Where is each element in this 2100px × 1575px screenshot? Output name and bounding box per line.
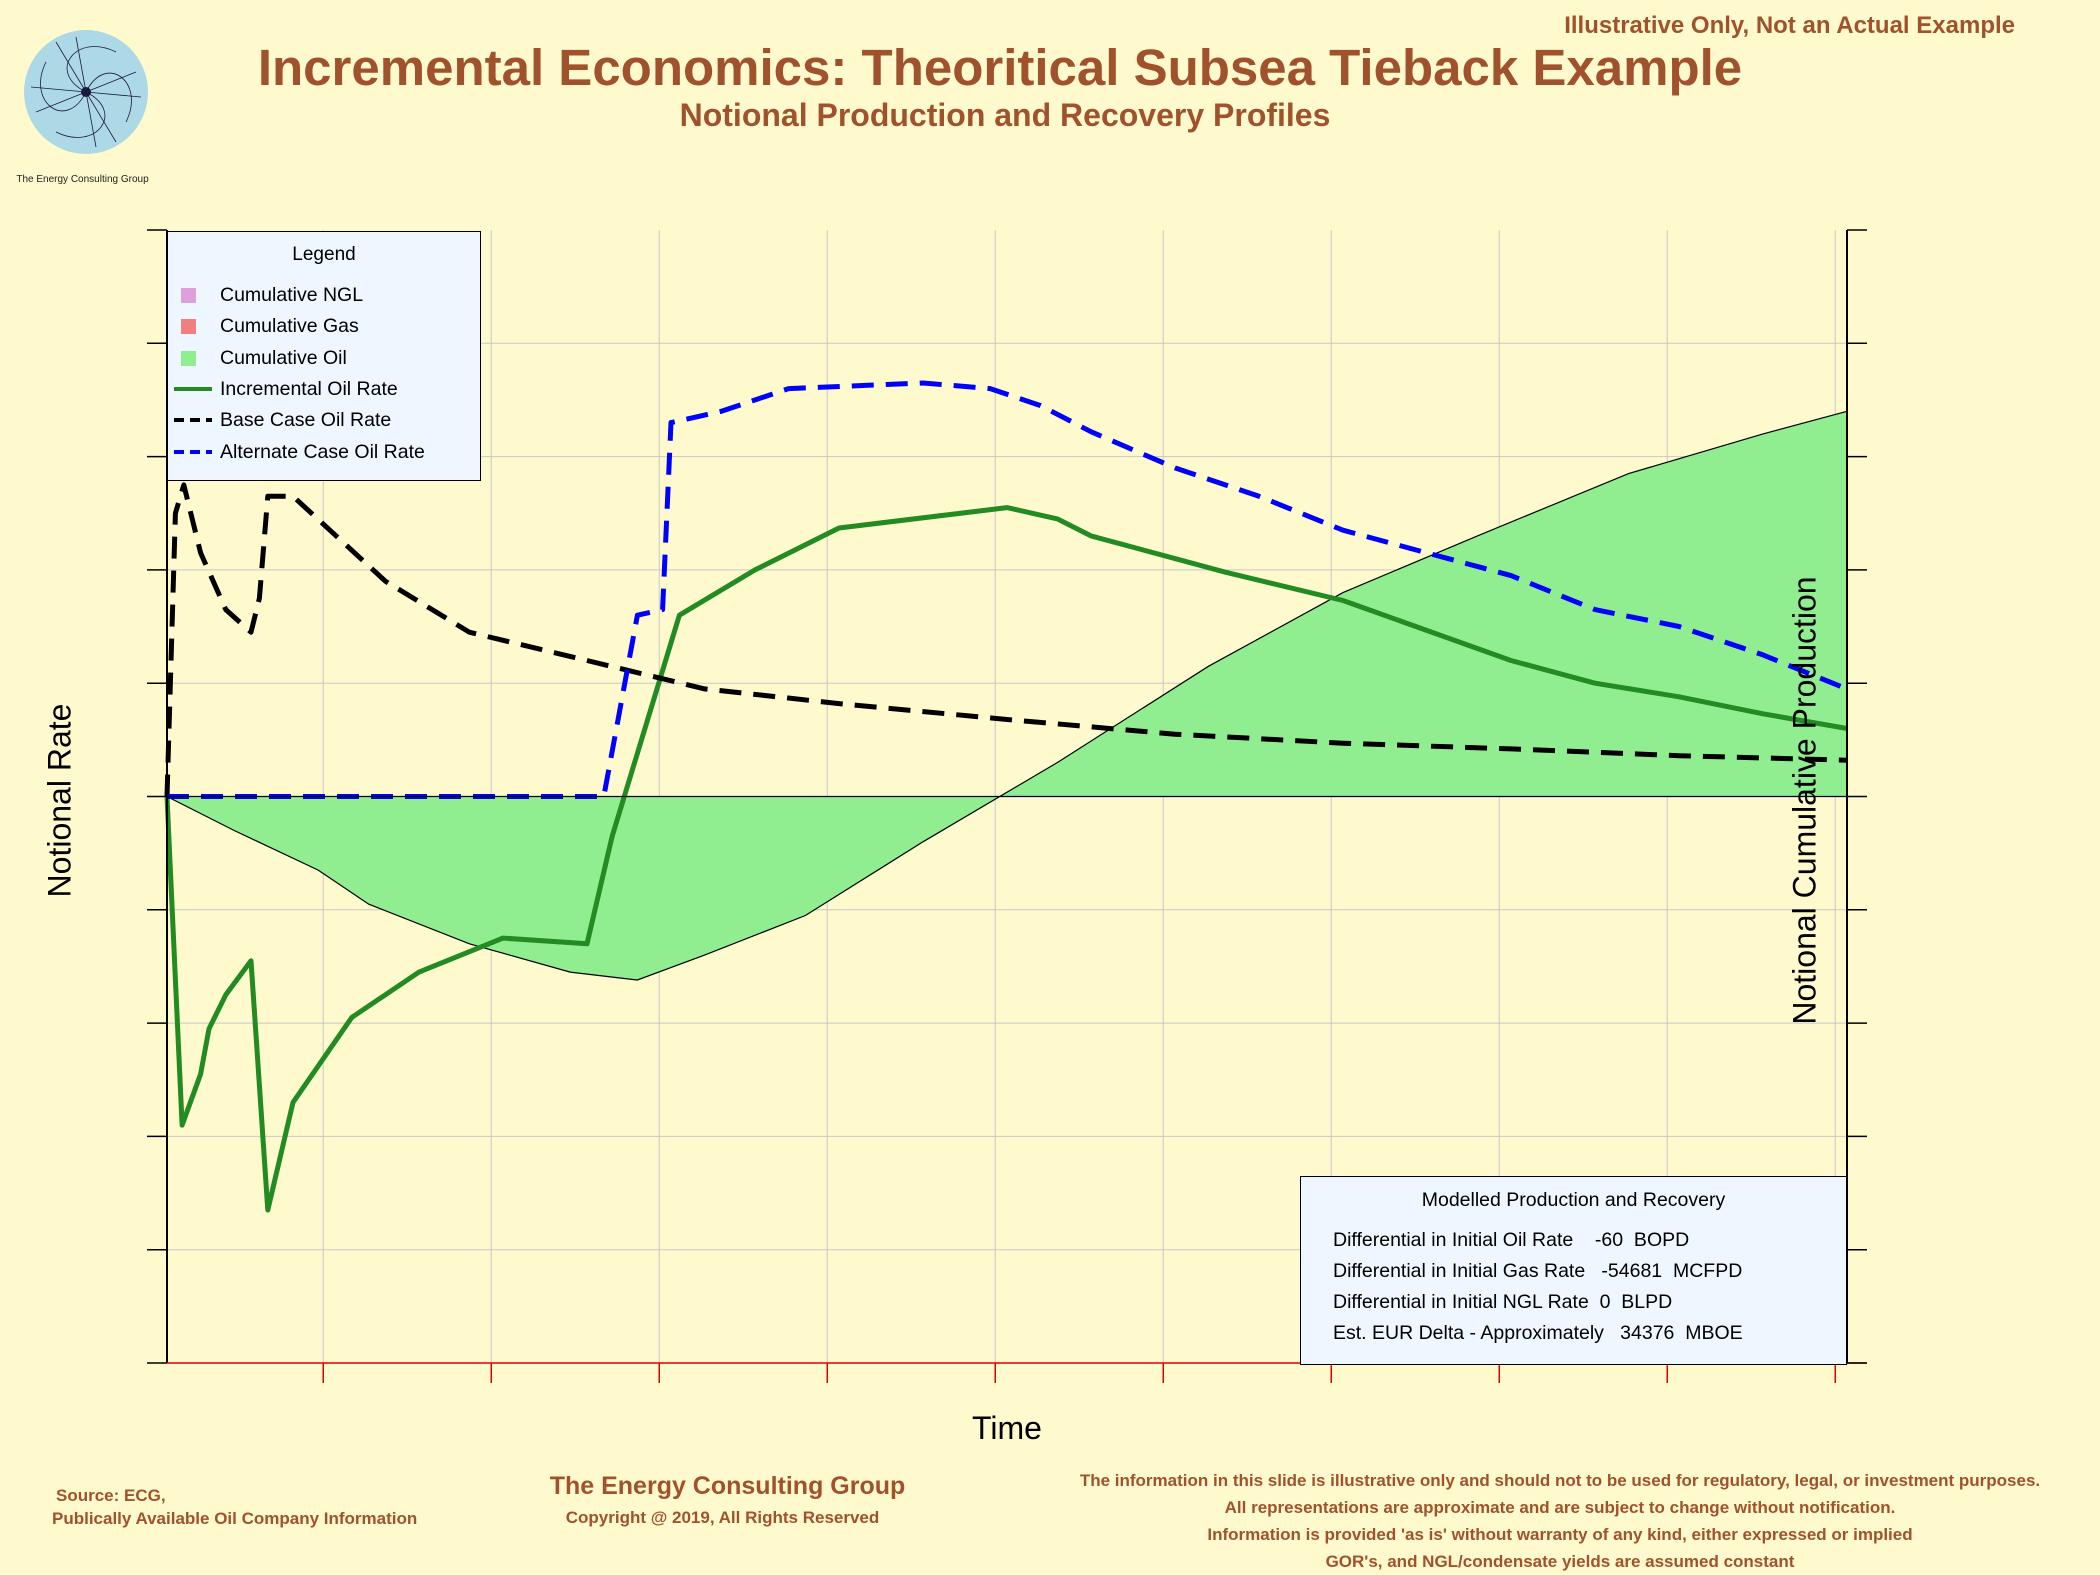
legend-line-sample [174,418,212,423]
disclaimer-line-2: All representations are approximate and … [1224,1498,1896,1517]
area-outline-cumulative-oil [166,410,1848,981]
legend-label: Cumulative Gas [220,315,359,338]
legend-label: Cumulative Oil [220,346,347,369]
disclaimer-line-4: GOR's, and NGL/condensate yields are ass… [1325,1552,1795,1571]
y-axis-label-left: Notional Rate [41,703,78,898]
info-line-eur: Est. EUR Delta - Approximately 34376 MBO… [1333,1322,1743,1344]
disclaimer-line-3: Information is provided 'as is' without … [1207,1525,1913,1544]
legend-label: Cumulative NGL [220,284,364,306]
legend-label: Alternate Case Oil Rate [220,440,425,463]
legend-item: Base Case Oil Rate [168,409,480,435]
company-logo [16,22,156,187]
disclaimer-line-1: The information in this slide is illustr… [1079,1471,2041,1490]
legend-swatch [181,319,196,335]
legend: Legend Cumulative NGL Cumulative Gas Cumul… [167,231,481,481]
info-line-ngl: Differential in Initial NGL Rate 0 BLPD [1333,1291,1673,1313]
legend-item: Incremental Oil Rate [168,378,480,404]
legend-item: Cumulative Gas [168,315,480,341]
page-title: Incremental Economics: Theoritical Subse… [257,39,1743,96]
x-axis-label: Time [972,1410,1042,1446]
legend-item: Alternate Case Oil Rate [168,441,480,467]
source-line-1: Source: ECG, [56,1486,166,1505]
line-incremental-oil-rate [164,505,1848,1213]
legend-line-sample [174,449,212,454]
legend-swatch [181,288,196,303]
legend-item: Cumulative Oil [168,347,480,373]
corner-note: Illustrative Only, Not an Actual Example [1564,12,2015,39]
info-line-oil: Differential in Initial Oil Rate -60 BOP… [1333,1229,1690,1251]
copyright: Copyright @ 2019, All Rights Reserved [565,1508,880,1527]
line-base-case-oil-rate [164,482,1848,797]
info-line-gas: Differential in Initial Gas Rate -54681 … [1333,1260,1743,1282]
info-box-title: Modelled Production and Recovery [1421,1189,1726,1211]
company-name: The Energy Consulting Group [549,1472,906,1500]
logo-caption: The Energy Consulting Group [16,174,149,185]
y-axis-label-right: Notional Cumulative Production [1786,576,1823,1025]
legend-title: Legend [292,244,356,265]
page-subtitle: Notional Production and Recovery Profile… [679,97,1331,133]
area-cumulative-oil [167,411,1847,980]
info-box: Modelled Production and Recovery Differe… [1300,1176,1847,1365]
legend-line-sample [174,386,212,391]
source-line-2: Publically Available Oil Company Informa… [52,1509,418,1528]
legend-swatch [181,350,196,366]
legend-label: Base Case Oil Rate [220,409,392,432]
legend-label: Incremental Oil Rate [220,377,398,400]
legend-item: Cumulative NGL [168,284,480,310]
